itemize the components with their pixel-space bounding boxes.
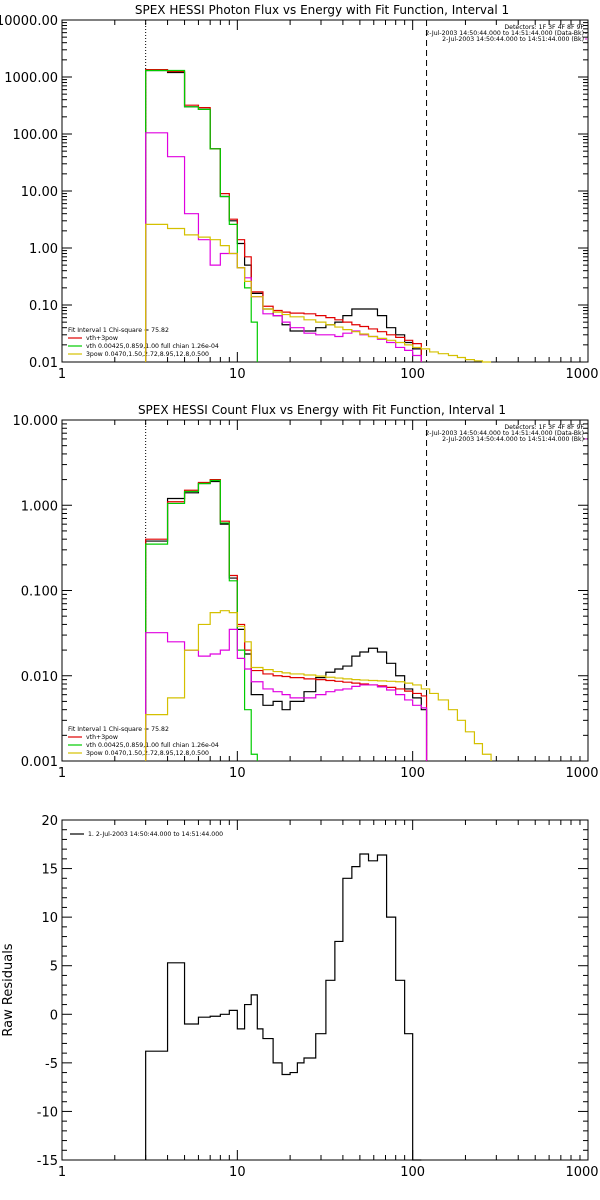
y-tick-label: 0.100 (21, 585, 58, 600)
y-tick-label: 0 (50, 1008, 58, 1023)
legend-fit-interval: Fit Interval 1 Chi-square = 75.82 (68, 726, 169, 733)
legend-entry-3pow: 3pow 0.0470,1.50,2.72,8.95,12.8,0.500 (86, 351, 209, 358)
photon-flux-panel: SPEX HESSI Photon Flux vs Energy with Fi… (0, 3, 599, 382)
legend-entry-bk: 2-Jul-2003 14:50:44.000 to 14:51:44.000 … (442, 436, 584, 443)
legend-entry-vth: vth 0.00425,0.859,1.00 full chian 1.26e-… (86, 343, 219, 350)
photon-flux-y-ticks: 0.01 0.10 1.00 10.00 100.00 1000.00 1000… (0, 14, 58, 371)
series-histogram (145, 610, 492, 761)
count-flux-title: SPEX HESSI Count Flux vs Energy with Fit… (138, 403, 506, 417)
legend-entry-vth: vth 0.00425,0.859,1.00 full chian 1.26e-… (86, 742, 219, 749)
y-tick-label: -15 (37, 1154, 58, 1169)
y-tick-label: 1.00 (29, 242, 58, 257)
x-tick-label: 1000 (565, 367, 598, 382)
x-tick-label: 10 (229, 1165, 246, 1180)
count-flux-legend-bottom: Fit Interval 1 Chi-square = 75.82 vth+3p… (68, 726, 219, 757)
series-histogram (145, 69, 258, 362)
residuals-legend: 1. 2-Jul-2003 14:50:44.000 to 14:51:44.0… (88, 831, 223, 838)
count-flux-y-ticks: 0.001 0.010 0.100 1.000 10.000 (13, 414, 59, 770)
series-histogram (145, 628, 428, 761)
x-tick-label: 10 (229, 367, 246, 382)
x-tick-label: 1 (58, 367, 66, 382)
photon-flux-legend-top: Detectors: 1F 3F 4F 8F 9F 2-Jul-2003 14:… (425, 24, 584, 43)
y-tick-label: 10.000 (13, 414, 59, 429)
residuals-x-ticks: 1 10 100 1000 (58, 1165, 599, 1180)
photon-flux-title: SPEX HESSI Photon Flux vs Energy with Fi… (135, 3, 509, 17)
legend-detectors: Detectors: 1F 3F 4F 8F 9F (504, 424, 584, 431)
y-tick-label: 10 (41, 911, 58, 926)
y-tick-label: 5 (50, 960, 58, 975)
y-tick-label: 10.00 (21, 185, 58, 200)
x-tick-label: 100 (400, 766, 425, 781)
legend-fit-interval: Fit Interval 1 Chi-square = 75.82 (68, 327, 169, 334)
y-tick-label: 1.000 (21, 499, 58, 514)
x-tick-label: 100 (400, 1165, 425, 1180)
y-tick-label: 10000.00 (0, 14, 58, 29)
x-tick-label: 10 (229, 766, 246, 781)
legend-entry-vth-3pow: vth+3pow (86, 734, 118, 741)
legend-detectors: Detectors: 1F 3F 4F 8F 9F (504, 24, 584, 31)
series-histogram (145, 223, 492, 363)
series-histogram (145, 853, 422, 1161)
residuals-y-ticks: -15 -10 -5 0 5 10 15 20 (37, 814, 58, 1169)
legend-entry-data-bk: 2-Jul-2003 14:50:44.000 to 14:51:44.000 … (425, 30, 584, 37)
y-tick-label: 20 (41, 814, 58, 829)
x-tick-label: 1000 (565, 766, 598, 781)
x-tick-label: 1000 (565, 1165, 598, 1180)
y-tick-label: 1000.00 (4, 71, 58, 86)
photon-flux-legend-bottom: Fit Interval 1 Chi-square = 75.82 vth+3p… (68, 327, 219, 358)
x-tick-label: 1 (58, 766, 66, 781)
x-tick-label: 100 (400, 367, 425, 382)
residuals-plot-frame (61, 819, 589, 1161)
y-tick-label: 100.00 (13, 128, 59, 143)
y-tick-label: -10 (37, 1105, 58, 1120)
series-histogram (145, 479, 258, 761)
legend-entry-interval-1: 1. 2-Jul-2003 14:50:44.000 to 14:51:44.0… (88, 831, 223, 838)
legend-entry-vth-3pow: vth+3pow (86, 335, 118, 342)
y-tick-label: 0.010 (21, 670, 58, 685)
residuals-panel: Raw Residuals 1 10 100 1000 -15 -10 -5 0… (1, 814, 599, 1180)
x-tick-label: 1 (58, 1165, 66, 1180)
legend-entry-bk: 2-Jul-2003 14:50:44.000 to 14:51:44.000 … (442, 36, 584, 43)
y-tick-label: 0.001 (21, 755, 58, 770)
legend-entry-3pow: 3pow 0.0470,1.50,2.72,8.95,12.8,0.500 (86, 750, 209, 757)
y-tick-label: 0.01 (29, 356, 58, 371)
photon-flux-x-ticks: 1 10 100 1000 (58, 367, 599, 382)
count-flux-legend-top: Detectors: 1F 3F 4F 8F 9F 2-Jul-2003 14:… (425, 424, 584, 443)
count-flux-panel: SPEX HESSI Count Flux vs Energy with Fit… (13, 403, 599, 781)
y-tick-label: 0.10 (29, 299, 58, 314)
series-histogram (145, 480, 428, 761)
count-flux-x-ticks: 1 10 100 1000 (58, 766, 599, 781)
y-tick-label: -5 (45, 1057, 58, 1072)
legend-entry-data-bk: 2-Jul-2003 14:50:44.000 to 14:51:44.000 … (425, 430, 584, 437)
series-histogram (145, 478, 428, 761)
residuals-y-axis-label: Raw Residuals (1, 943, 16, 1036)
y-tick-label: 15 (41, 863, 58, 878)
